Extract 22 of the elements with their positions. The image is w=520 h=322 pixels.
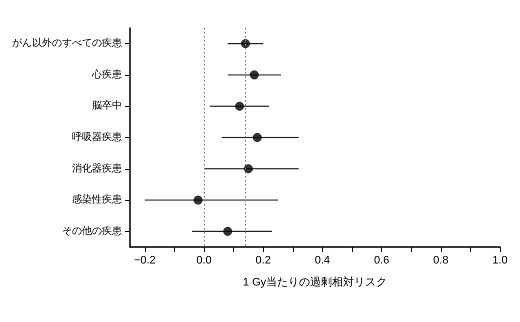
x-tick-label: 0.6: [374, 254, 390, 266]
x-tick-label: −0.2: [134, 254, 156, 266]
point: [252, 133, 262, 142]
point: [194, 196, 203, 205]
y-tick-label: がん以外のすべての疾患: [12, 37, 122, 50]
point: [223, 226, 232, 236]
y-tick-label: 感染性疾患: [72, 194, 122, 206]
y-tick-label: 消化器疾患: [72, 162, 122, 174]
x-axis-title: 1 Gy当たりの過剰相対リスク: [242, 276, 388, 288]
point: [244, 164, 253, 174]
x-tick-label: 0.4: [314, 254, 330, 266]
x-tick-label: 0.2: [256, 254, 271, 266]
y-tick-label: 心疾患: [91, 68, 122, 80]
text: 0.0: [196, 254, 212, 266]
x-tick-label: 1.0: [492, 254, 508, 266]
y-tick-label: その他の疾患: [62, 224, 122, 237]
x-tick-label: 0.8: [433, 254, 448, 266]
point: [240, 39, 250, 48]
y-tick-label: 脳卒中: [92, 100, 122, 112]
y-tick-label: 呼吸器疾患: [72, 131, 122, 143]
point: [250, 70, 259, 80]
point: [235, 102, 244, 111]
